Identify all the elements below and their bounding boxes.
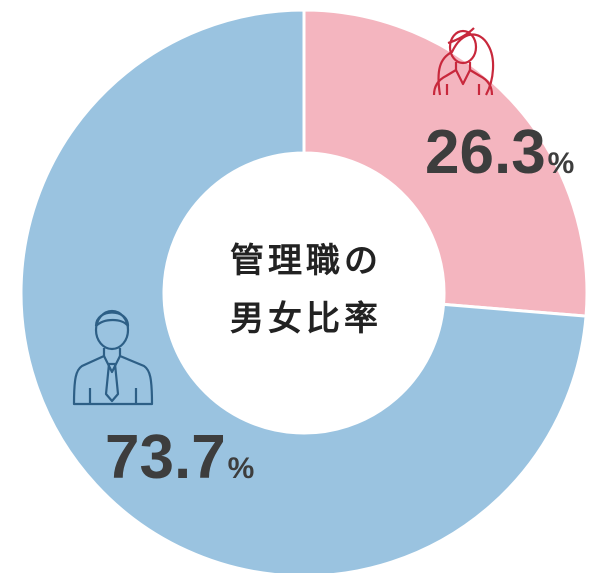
value-number: 73.7 — [105, 423, 226, 492]
value-number: 26.3 — [425, 118, 546, 187]
value-unit: % — [228, 452, 255, 485]
center-title: 管理職の — [230, 241, 382, 281]
value-label: 26.3% — [425, 118, 574, 187]
slices — [19, 8, 589, 573]
slice — [19, 8, 588, 573]
value-unit: % — [548, 147, 575, 180]
center-title: 男女比率 — [230, 299, 382, 339]
male-icon — [72, 309, 154, 406]
slice — [302, 8, 589, 318]
value-label: 73.7% — [105, 423, 254, 492]
female-icon — [432, 27, 495, 96]
